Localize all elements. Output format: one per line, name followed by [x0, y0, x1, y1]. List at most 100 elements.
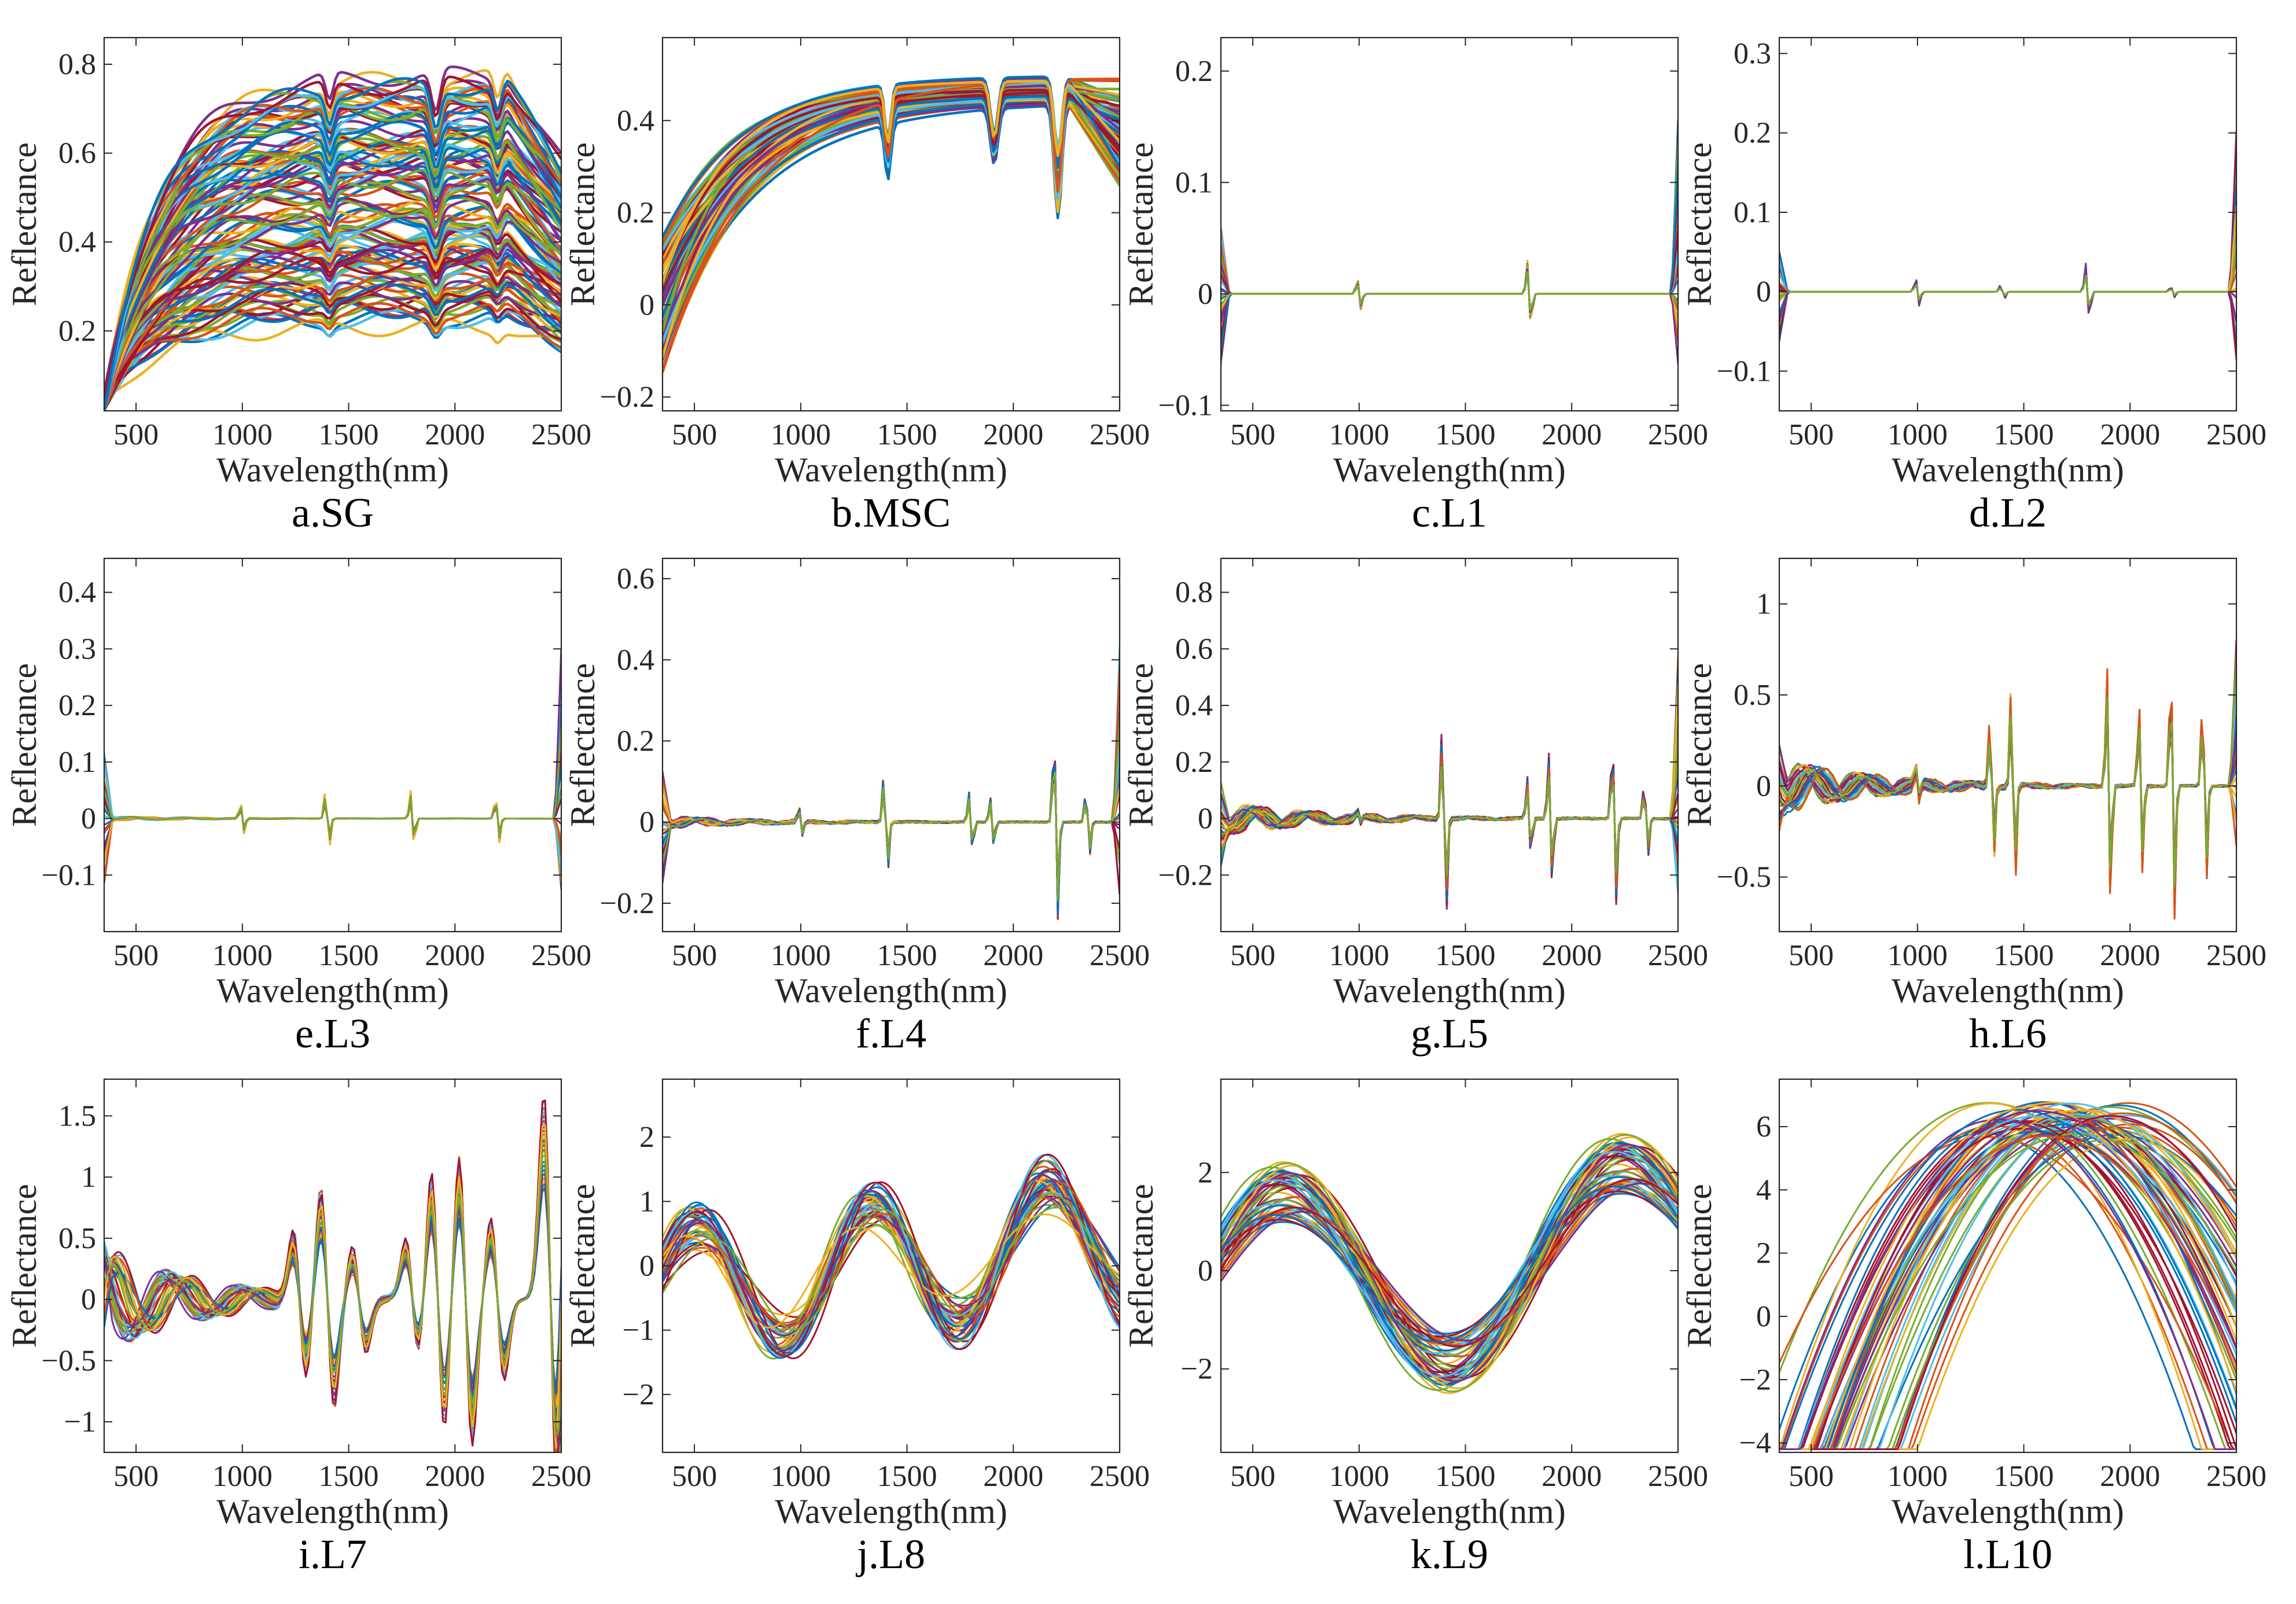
series-group — [1779, 1101, 2236, 1450]
panel-caption: f.L4 — [856, 1010, 926, 1057]
y-tick-label: −0.1 — [1158, 389, 1213, 422]
series-line — [1221, 1136, 1678, 1389]
y-tick-label: −2 — [1739, 1363, 1771, 1396]
series-line — [1779, 220, 2236, 326]
series-line — [1221, 262, 1678, 319]
series-group — [1221, 119, 1678, 365]
series-line — [1221, 263, 1678, 356]
series-line — [104, 744, 561, 845]
x-axis-label: Wavelength(nm) — [775, 451, 1007, 489]
x-tick-label: 1000 — [771, 1460, 831, 1493]
series-line — [1779, 256, 2236, 321]
series-line — [1221, 258, 1678, 310]
panel-c: 500 1000 1500 2000 2500 −0.1 0 0.1 0.2 Wavelength… — [1122, 36, 1708, 536]
series-line — [1779, 253, 2236, 360]
x-tick-label: 2000 — [1541, 1460, 1602, 1493]
axes-box — [661, 36, 1121, 412]
series-line — [1221, 263, 1678, 365]
y-tick-label: −1 — [64, 1406, 96, 1439]
series-line — [1221, 756, 1678, 877]
series-line — [1779, 130, 2236, 307]
series-line — [104, 1154, 561, 1437]
series-line — [104, 242, 561, 410]
series-line — [1221, 260, 1678, 316]
y-tick-label: 0.2 — [1734, 117, 1771, 150]
y-tick-label: 0.1 — [1734, 196, 1771, 229]
x-tick-label: 1000 — [771, 939, 831, 972]
series-line — [1779, 265, 2236, 352]
x-tick-label: 1500 — [1994, 1460, 2054, 1493]
series-line — [1221, 206, 1678, 350]
series-line — [104, 735, 561, 861]
series-line — [1221, 193, 1678, 358]
series-line — [1221, 182, 1678, 319]
series-line — [1779, 189, 2236, 322]
series-line — [1779, 1125, 2236, 1450]
y-tick-label: 4 — [1756, 1173, 1771, 1206]
y-tick-label: −0.1 — [1717, 355, 1771, 388]
x-tick-label: 2500 — [2206, 418, 2266, 451]
x-tick-label: 2500 — [531, 1460, 591, 1493]
x-tick-label: 2500 — [2206, 1460, 2266, 1493]
x-tick-label: 1000 — [1887, 939, 1948, 972]
series-line — [663, 720, 1120, 917]
axes-box — [1220, 1078, 1679, 1454]
series-line — [663, 1171, 1120, 1354]
axes-box — [103, 557, 562, 933]
series-line — [1221, 1175, 1678, 1353]
series-group — [1221, 656, 1678, 910]
series-line — [1221, 233, 1678, 311]
series-line — [1221, 1144, 1678, 1382]
x-tick-label: 1500 — [877, 1460, 937, 1493]
series-line — [104, 765, 561, 850]
x-tick-label: 1000 — [212, 1460, 273, 1493]
y-axis-label: Reflectance — [564, 663, 602, 827]
x-tick-label: 2000 — [983, 1460, 1043, 1493]
series-line — [1221, 170, 1678, 320]
x-tick-label: 1500 — [1994, 939, 2054, 972]
x-tick-label: 1500 — [319, 418, 379, 451]
series-line — [104, 65, 561, 396]
y-tick-label: 0 — [1756, 770, 1771, 803]
x-tick-label: 2000 — [2100, 939, 2160, 972]
panel-caption: j.L8 — [855, 1531, 925, 1577]
x-axis-label: Wavelength(nm) — [1892, 451, 2124, 489]
series-line — [1221, 1151, 1678, 1378]
series-line — [104, 301, 561, 404]
series-line — [1779, 228, 2236, 314]
y-tick-label: 0.2 — [617, 197, 654, 230]
y-tick-label: 0.3 — [1734, 37, 1771, 70]
panel-i: 500 1000 1500 2000 2500 −1 −0.5 0 0.5 1 1.5 Wavelen… — [5, 1078, 591, 1577]
series-line — [1221, 1156, 1678, 1371]
x-tick-label: 2500 — [531, 939, 591, 972]
x-tick-label: 2000 — [983, 418, 1043, 451]
series-line — [1779, 271, 2236, 350]
x-tick-label: 2500 — [1090, 1460, 1150, 1493]
series-line — [1779, 1102, 2236, 1450]
y-tick-label: −2 — [1181, 1353, 1213, 1386]
axes-box — [1220, 36, 1679, 412]
y-tick-label: −0.2 — [600, 887, 654, 920]
x-tick-label: 500 — [672, 939, 717, 972]
x-tick-label: 2500 — [531, 418, 591, 451]
series-line — [1221, 123, 1678, 318]
series-line — [1779, 275, 2236, 348]
x-axis-label: Wavelength(nm) — [1333, 451, 1566, 489]
series-group — [104, 1099, 561, 1452]
x-tick-label: 1500 — [1436, 939, 1496, 972]
y-axis-label: Reflectance — [1680, 1184, 1719, 1348]
series-line — [104, 792, 561, 884]
series-line — [1221, 119, 1678, 342]
panel-caption: h.L6 — [1969, 1010, 2047, 1057]
axes-box — [1220, 557, 1679, 933]
series-line — [1779, 1102, 2236, 1450]
series-line — [104, 180, 561, 401]
y-tick-label: 0.6 — [58, 137, 96, 170]
series-line — [1221, 231, 1678, 319]
y-tick-label: −0.2 — [600, 381, 654, 414]
series-line — [663, 664, 1120, 885]
series-line — [1779, 251, 2236, 306]
series-group — [1779, 639, 2236, 920]
x-axis-label: Wavelength(nm) — [775, 972, 1007, 1010]
x-axis-label: Wavelength(nm) — [1892, 1492, 2124, 1531]
